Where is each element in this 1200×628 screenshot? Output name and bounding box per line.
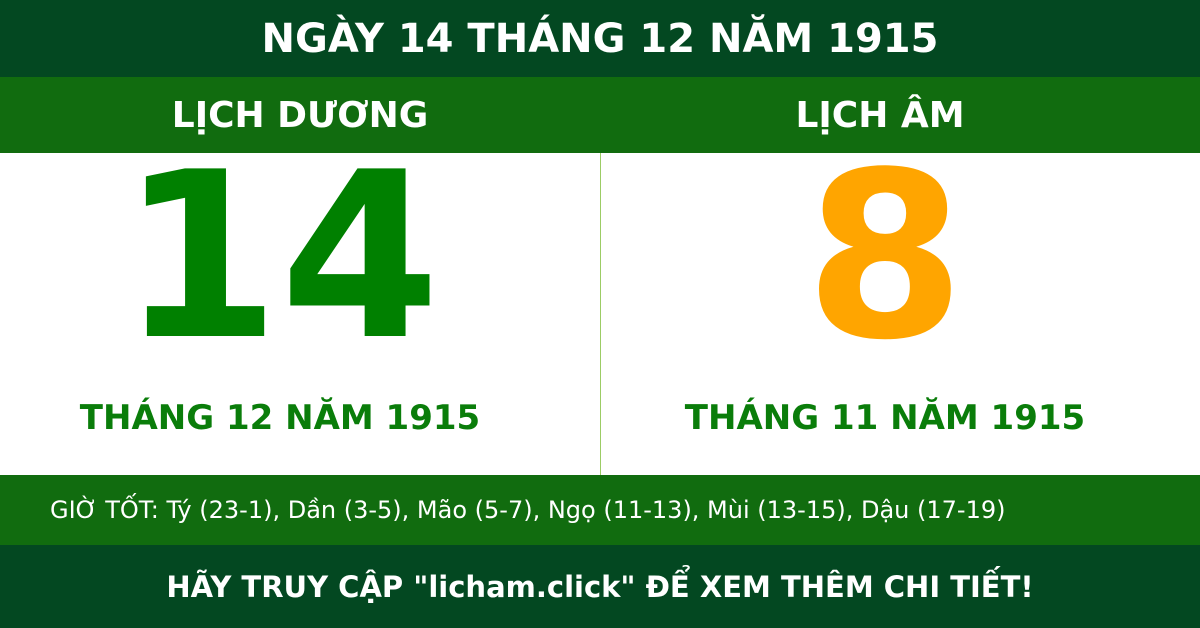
solar-column: 14 THÁNG 12 NĂM 1915 [0,124,580,475]
lunar-day: 8 [804,124,966,391]
lunar-month-year: THÁNG 11 NĂM 1915 [684,398,1086,438]
calendar-body: 14 THÁNG 12 NĂM 1915 8 THÁNG 11 NĂM 1915 [0,124,1200,475]
solar-day: 14 [119,124,441,391]
lunar-column: 8 THÁNG 11 NĂM 1915 [585,124,1185,475]
lunar-label: LỊCH ÂM [795,94,965,136]
solar-month-year: THÁNG 12 NĂM 1915 [79,398,481,438]
footer-cta: HÃY TRUY CẬP "licham.click" ĐỂ XEM THÊM … [0,545,1200,628]
good-hours: GIỜ TỐT: Tý (23-1), Dần (3-5), Mão (5-7)… [0,475,1200,545]
solar-label: LỊCH DƯƠNG [171,94,429,136]
calendar-headers: LỊCH DƯƠNG LỊCH ÂM [0,77,1200,153]
page-title: NGÀY 14 THÁNG 12 NĂM 1915 [0,0,1200,77]
column-divider [600,153,601,475]
